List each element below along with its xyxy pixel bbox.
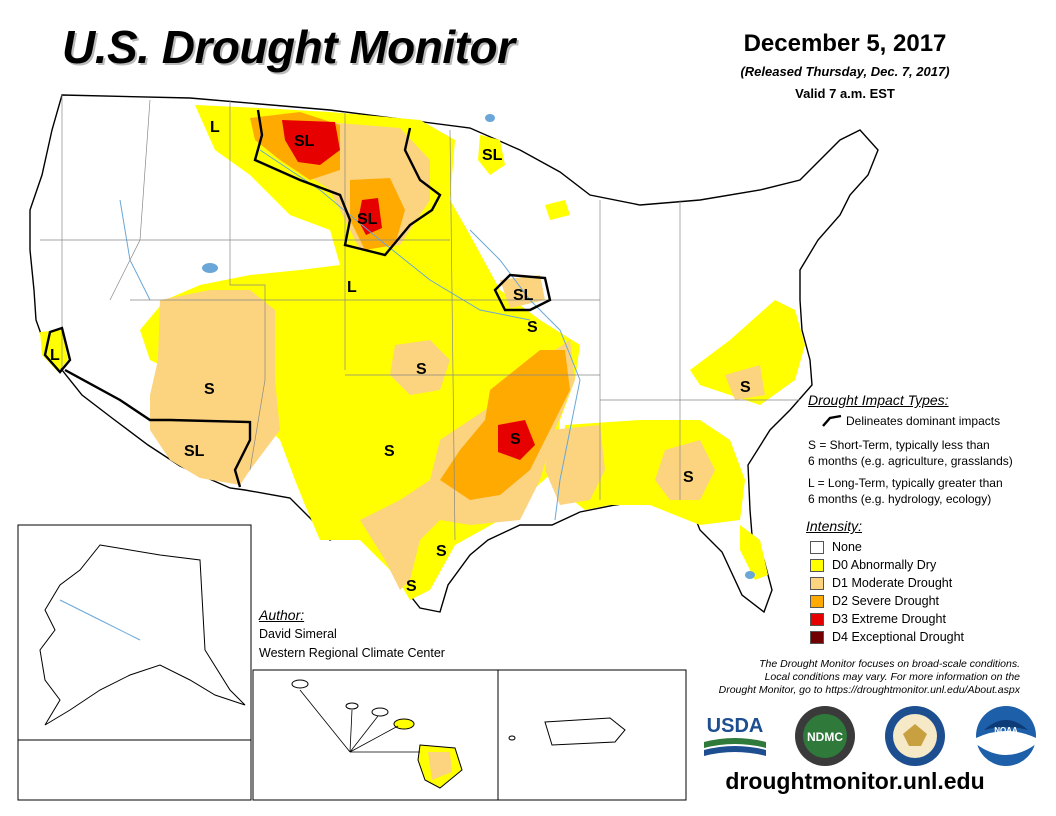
map-label: S bbox=[740, 379, 751, 396]
ndmc-logo-text: NDMC bbox=[807, 730, 843, 744]
noaa-logo: NOAA bbox=[976, 706, 1036, 766]
map-label: S bbox=[416, 361, 427, 378]
map-label: S bbox=[406, 578, 417, 595]
map-title: U.S. Drought Monitor bbox=[62, 21, 515, 73]
disclaimer-line: Local conditions may vary. For more info… bbox=[764, 671, 1020, 683]
intensity-label: D3 Extreme Drought bbox=[832, 612, 946, 626]
map-label: S bbox=[683, 469, 694, 486]
intensity-label: None bbox=[832, 540, 862, 554]
alaska-inset bbox=[17, 524, 252, 801]
swatch-d1 bbox=[810, 577, 824, 590]
swatch-d4 bbox=[810, 631, 824, 644]
map-label: L bbox=[210, 119, 220, 136]
d3-extreme-drought-areas bbox=[282, 120, 535, 460]
map-label: S bbox=[510, 431, 521, 448]
map-label: L bbox=[347, 279, 357, 296]
map-label: L bbox=[50, 347, 60, 364]
intensity-label: D2 Severe Drought bbox=[832, 594, 940, 608]
map-label: S bbox=[527, 319, 538, 336]
lakes bbox=[202, 114, 755, 579]
intensity-label: D0 Abnormally Dry bbox=[832, 558, 937, 572]
puerto-rico-inset bbox=[497, 669, 687, 801]
swatch-d2 bbox=[810, 595, 824, 608]
map-label: SL bbox=[357, 211, 378, 228]
noaa-logo-text: NOAA bbox=[994, 726, 1018, 735]
disclaimer-line: Drought Monitor, go to https://droughtmo… bbox=[718, 684, 1020, 696]
usda-logo: USDA bbox=[704, 715, 766, 756]
impact-line-label: Delineates dominant impacts bbox=[846, 414, 1001, 428]
author-org: Western Regional Climate Center bbox=[259, 646, 445, 660]
intensity-title: Intensity: bbox=[806, 518, 863, 534]
map-date: December 5, 2017 bbox=[743, 30, 947, 57]
map-label: SL bbox=[184, 443, 205, 460]
map-label: S bbox=[384, 443, 395, 460]
impact-line-icon bbox=[822, 414, 842, 427]
map-label: SL bbox=[294, 133, 315, 150]
impact-types-title: Drought Impact Types: bbox=[808, 392, 949, 408]
state-boundaries bbox=[40, 95, 800, 541]
map-label: S bbox=[204, 381, 215, 398]
short-term-label: S = Short-Term, typically less than bbox=[808, 438, 990, 452]
swatch-d0 bbox=[810, 559, 824, 572]
map-label: S bbox=[436, 543, 447, 560]
disclaimer-line: The Drought Monitor focuses on broad-sca… bbox=[759, 658, 1020, 670]
commerce-seal bbox=[885, 706, 945, 766]
impact-boundaries bbox=[43, 109, 552, 488]
usda-logo-text: USDA bbox=[707, 715, 764, 737]
map-label: SL bbox=[513, 287, 534, 304]
author-name: David Simeral bbox=[259, 627, 337, 641]
swatch-d3 bbox=[810, 613, 824, 626]
intensity-label: D4 Exceptional Drought bbox=[832, 630, 965, 644]
disclaimer: The Drought Monitor focuses on broad-sca… bbox=[670, 658, 1020, 697]
author-title: Author: bbox=[259, 607, 305, 623]
release-date: (Released Thursday, Dec. 7, 2017) bbox=[740, 64, 950, 79]
map-label: SL bbox=[482, 147, 503, 164]
impact-labels: L SL SL SL L SL S L S S SL S S S S S S S bbox=[50, 119, 751, 770]
hawaii-inset bbox=[252, 669, 499, 801]
valid-time: Valid 7 a.m. EST bbox=[795, 86, 895, 101]
swatch-none bbox=[810, 541, 824, 554]
short-term-desc: 6 months (e.g. agriculture, grasslands) bbox=[808, 454, 1013, 468]
ndmc-logo: NDMC bbox=[795, 706, 855, 766]
long-term-desc: 6 months (e.g. hydrology, ecology) bbox=[808, 492, 992, 506]
intensity-label: D1 Moderate Drought bbox=[832, 576, 953, 590]
long-term-label: L = Long-Term, typically greater than bbox=[808, 476, 1003, 490]
footer-url[interactable]: droughtmonitor.unl.edu bbox=[725, 768, 985, 794]
